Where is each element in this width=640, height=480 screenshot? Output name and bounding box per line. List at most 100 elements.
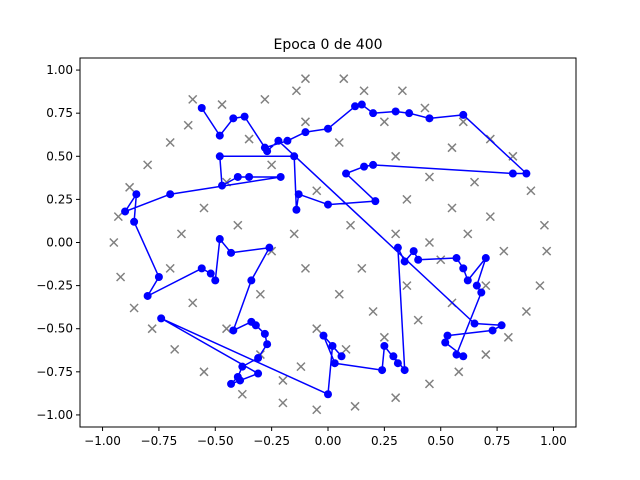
data-point-x-marker	[379, 117, 389, 127]
data-point-x-marker	[188, 298, 198, 308]
neuron-marker	[154, 272, 163, 281]
x-marker-stroke	[420, 103, 430, 113]
x-marker-stroke	[312, 324, 322, 334]
neuron-marker	[283, 136, 292, 145]
neuron-marker	[393, 359, 402, 368]
y-tick-label: 1.00	[46, 63, 73, 77]
x-marker-stroke	[379, 332, 389, 342]
y-tick-label: −0.75	[36, 365, 73, 379]
data-point-x-marker	[424, 172, 434, 182]
neuron-marker	[157, 314, 166, 323]
x-marker-stroke	[147, 324, 157, 334]
neuron-marker	[301, 128, 310, 137]
x-marker-stroke	[116, 272, 126, 282]
data-point-x-marker	[267, 160, 277, 170]
x-marker-stroke	[289, 229, 299, 239]
neuron-marker	[459, 264, 468, 273]
data-point-x-marker	[463, 229, 473, 239]
data-point-x-marker	[379, 332, 389, 342]
x-marker-stroke	[109, 237, 119, 248]
neuron-marker	[371, 197, 380, 206]
x-marker-stroke	[357, 263, 367, 273]
x-marker-stroke	[217, 100, 227, 110]
x-marker-stroke	[291, 86, 301, 96]
data-point-x-marker	[278, 398, 288, 408]
data-point-x-marker	[300, 117, 310, 127]
data-point-x-marker	[334, 289, 344, 299]
neuron-marker	[260, 329, 269, 338]
neuron-marker	[459, 110, 468, 119]
x-marker-stroke	[237, 389, 247, 399]
neuron-marker	[330, 359, 339, 368]
x-marker-stroke	[176, 229, 186, 239]
data-point-x-marker	[420, 103, 430, 113]
neuron-marker	[294, 190, 303, 199]
data-point-x-marker	[291, 86, 301, 96]
x-marker-stroke	[222, 324, 232, 334]
x-marker-stroke	[391, 393, 401, 403]
x-marker-stroke	[436, 255, 446, 265]
x-marker-stroke	[312, 405, 322, 415]
neuron-marker	[229, 326, 238, 335]
x-marker-stroke	[503, 332, 513, 342]
data-point-x-marker	[357, 263, 367, 273]
x-marker-stroke	[143, 160, 153, 170]
neuron-marker	[380, 341, 389, 350]
x-marker-stroke	[499, 246, 509, 256]
y-tick-label: −1.00	[36, 408, 73, 422]
neuron-marker	[488, 326, 497, 335]
x-marker-stroke	[481, 350, 491, 360]
data-point-x-marker	[402, 281, 412, 291]
chart-title: Epoca 0 de 400	[273, 37, 382, 53]
x-tick-label: 0.75	[484, 434, 511, 448]
neuron-marker	[472, 281, 481, 290]
data-point-x-marker	[334, 137, 344, 148]
x-marker-stroke	[413, 315, 423, 325]
x-marker-stroke	[278, 375, 288, 385]
neuron-marker	[324, 124, 332, 133]
x-marker-stroke	[521, 306, 531, 317]
data-point-x-marker	[454, 367, 464, 377]
data-point-x-marker	[539, 220, 549, 230]
neuron-marker	[452, 254, 461, 263]
x-marker-stroke	[183, 120, 193, 130]
data-point-x-marker	[233, 220, 243, 230]
neuron-marker	[360, 162, 369, 171]
y-tick-label: −0.50	[36, 322, 73, 336]
x-marker-stroke	[397, 86, 407, 96]
neuron-marker	[130, 217, 139, 226]
data-point-x-marker	[312, 186, 322, 196]
neuron-marker	[276, 172, 285, 181]
data-point-x-marker	[217, 100, 227, 110]
neuron-marker	[263, 147, 272, 156]
data-point-x-marker	[424, 237, 434, 248]
neuron-marker	[409, 247, 418, 256]
data-point-x-marker	[350, 401, 360, 411]
x-marker-stroke	[526, 186, 536, 196]
x-marker-stroke	[368, 306, 378, 317]
x-marker-stroke	[300, 117, 310, 127]
x-marker-stroke	[199, 367, 209, 377]
y-axis: −1.00 −0.75 −0.50 −0.25 0.00 0.25 0.50 0.75 1.00	[36, 63, 80, 422]
neuron-marker	[441, 338, 450, 347]
data-point-x-marker	[244, 134, 254, 144]
x-marker-stroke	[481, 281, 491, 291]
x-marker-stroke	[255, 289, 265, 299]
neuron-marker	[211, 276, 220, 285]
x-marker-stroke	[300, 263, 310, 273]
x-marker-stroke	[296, 362, 306, 372]
neuron-marker	[251, 321, 260, 330]
data-point-x-marker	[312, 405, 322, 415]
neuron-marker	[470, 319, 479, 328]
data-point-x-marker	[113, 212, 123, 222]
neuron-marker	[443, 331, 452, 340]
neuron-marker	[324, 200, 332, 209]
neuron-marker	[497, 321, 506, 330]
data-point-x-marker	[368, 306, 378, 317]
x-marker-stroke	[346, 220, 356, 230]
neuron-marker	[227, 379, 236, 388]
data-point-x-marker	[188, 94, 198, 104]
x-marker-stroke	[188, 94, 198, 104]
neuron-marker	[206, 269, 215, 278]
data-point-x-marker	[436, 255, 446, 265]
